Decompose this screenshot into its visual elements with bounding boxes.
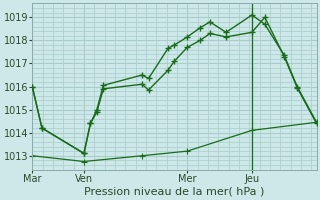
X-axis label: Pression niveau de la mer( hPa ): Pression niveau de la mer( hPa ): [84, 187, 265, 197]
